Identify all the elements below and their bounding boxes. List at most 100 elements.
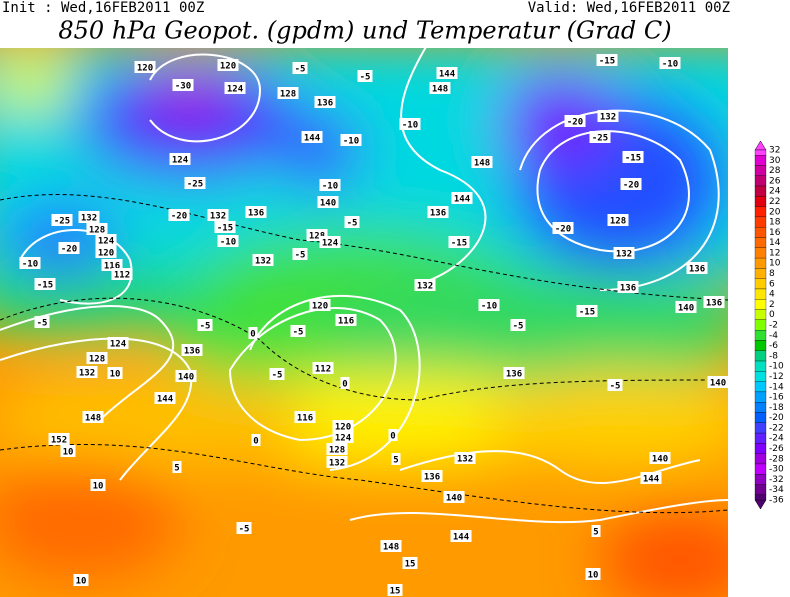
contour-label: 152	[51, 436, 67, 446]
contour-label: 144	[304, 134, 321, 144]
label-box	[294, 411, 316, 423]
label-box	[107, 337, 129, 349]
label-box	[317, 196, 339, 208]
label-box	[451, 192, 473, 204]
label-box	[214, 221, 236, 233]
contour-label: 148	[474, 159, 490, 169]
colorbar-label: -36	[769, 496, 784, 506]
contour-label: 140	[178, 373, 194, 383]
label-box	[344, 216, 360, 228]
contour-label: 124	[227, 85, 244, 95]
contour-label: -25	[187, 180, 203, 190]
contour-label: -5	[200, 322, 211, 332]
contour-label: 116	[297, 414, 313, 424]
contour-label: -5	[360, 73, 371, 83]
label-box	[596, 54, 618, 66]
colorbar-swatch	[754, 381, 767, 393]
label-box	[326, 443, 348, 455]
label-box	[154, 392, 176, 404]
colorbar-label: -24	[769, 434, 784, 444]
contour-label: 148	[383, 543, 399, 553]
colorbar-label: -34	[769, 485, 784, 495]
contour-label: 136	[506, 370, 522, 380]
label-box	[450, 530, 472, 542]
colorbar-swatch	[754, 494, 767, 501]
colorbar-label: 0	[769, 310, 775, 320]
colorbar-label: 6	[769, 279, 775, 289]
label-box	[90, 479, 106, 491]
colorbar-label: -2	[769, 321, 778, 331]
contour-label: 5	[174, 464, 179, 474]
colorbar-swatch	[754, 474, 767, 485]
colorbar-label: 30	[769, 156, 781, 166]
label-box	[58, 242, 80, 254]
label-box	[326, 456, 348, 468]
label-box	[314, 96, 336, 108]
colorbar-swatch	[754, 196, 767, 207]
contour-label: 148	[85, 414, 101, 424]
contour-label: 15	[405, 560, 416, 570]
map-title: 850 hPa Geopot. (gpdm) und Temperatur (G…	[58, 17, 671, 45]
init-time: Init : Wed,16FEB2011 00Z	[2, 0, 204, 16]
label-box	[589, 131, 611, 143]
label-box	[332, 431, 354, 443]
label-box	[86, 223, 108, 235]
contour-label: -5	[293, 328, 304, 338]
colorbar-swatch	[754, 391, 767, 403]
label-box	[436, 67, 458, 79]
contour-label: 148	[432, 85, 448, 95]
colorbar-label: 8	[769, 269, 775, 279]
label-box	[552, 222, 574, 234]
label-box	[95, 234, 117, 246]
contour-label: -5	[272, 371, 283, 381]
label-box	[172, 461, 182, 473]
colorbar-label: 26	[769, 176, 781, 186]
contour-label: -25	[54, 217, 70, 227]
contour-label: -10	[662, 60, 678, 70]
contour-label: 5	[393, 456, 398, 466]
label-box	[357, 70, 373, 82]
contour-label: 132	[79, 369, 95, 379]
label-box	[107, 367, 123, 379]
contour-label: 10	[93, 482, 104, 492]
label-box	[95, 246, 117, 258]
label-box	[76, 366, 98, 378]
label-box	[51, 214, 73, 226]
label-box	[111, 268, 133, 280]
label-box	[248, 327, 258, 339]
contour-label: -15	[599, 57, 615, 67]
label-box	[421, 470, 443, 482]
colorbar-swatch	[754, 237, 767, 248]
label-box	[251, 434, 261, 446]
label-box	[290, 325, 306, 337]
colorbar-swatch	[754, 216, 767, 228]
contour-label: -10	[220, 238, 236, 248]
colorbar-label: -30	[769, 465, 784, 475]
label-box	[340, 134, 362, 146]
contour-label: 116	[338, 317, 354, 327]
contour-label: 124	[98, 237, 115, 247]
colorbar-label: -20	[769, 413, 784, 423]
colorbar-label: 24	[769, 187, 781, 197]
label-box	[478, 299, 500, 311]
colorbar-label: 20	[769, 207, 781, 217]
label-box	[391, 453, 401, 465]
colorbar-label: -32	[769, 475, 784, 485]
label-box	[78, 211, 100, 223]
contour-label: -10	[402, 121, 418, 131]
colorbar-swatch	[754, 299, 767, 310]
colorbar-swatch	[754, 412, 767, 423]
colorbar-label: -6	[769, 341, 778, 351]
contour-label: -20	[567, 118, 583, 128]
label-box	[454, 452, 476, 464]
contour-label: 120	[137, 64, 153, 74]
label-box	[471, 156, 493, 168]
label-box	[622, 151, 644, 163]
label-box	[591, 525, 601, 537]
contour-label: 136	[424, 473, 440, 483]
contour-label: 120	[335, 423, 351, 433]
